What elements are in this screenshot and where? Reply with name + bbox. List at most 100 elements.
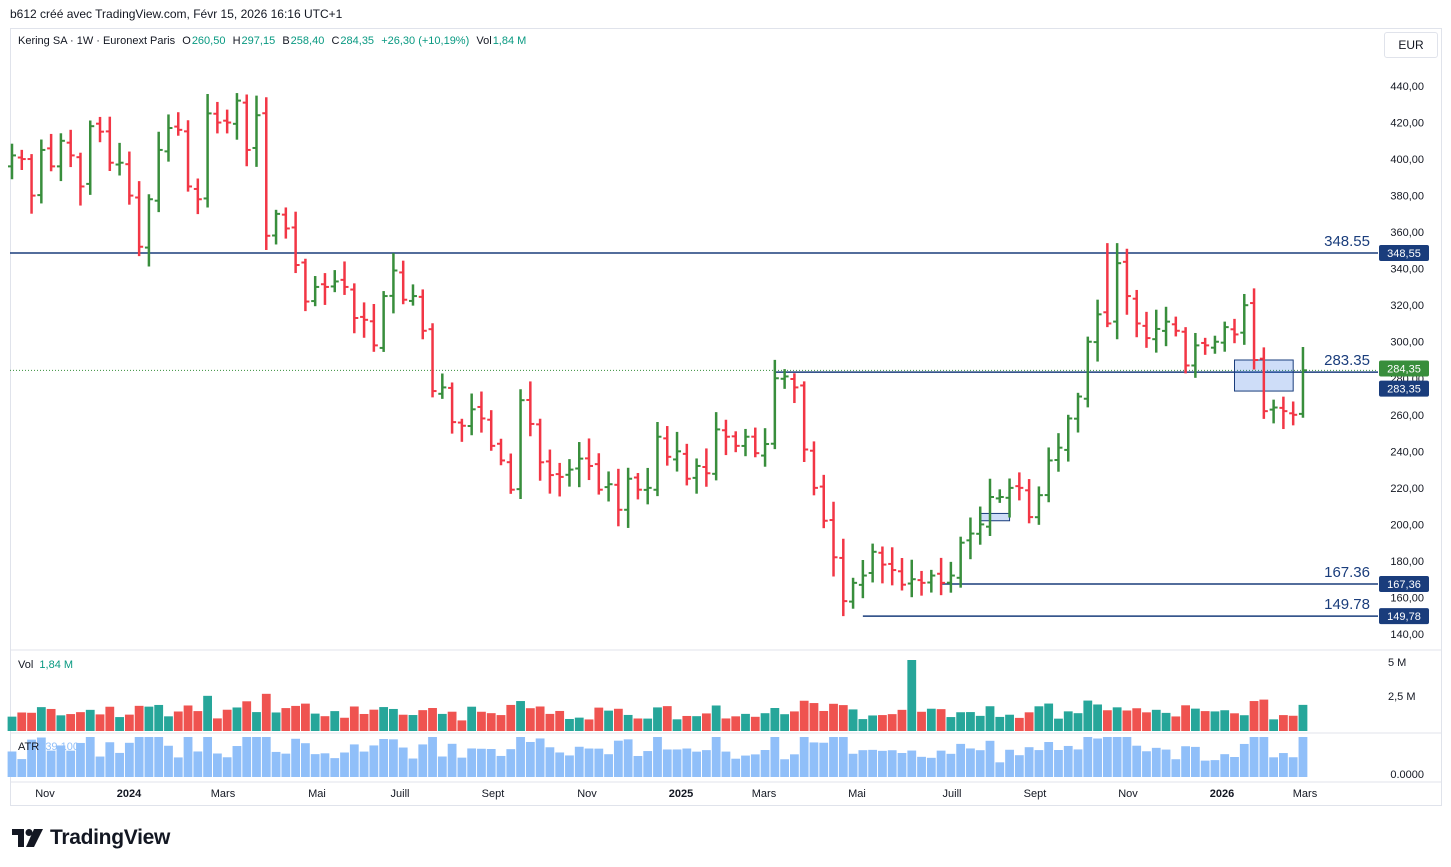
atr-bar <box>203 737 212 777</box>
ohlc-bar <box>868 543 877 583</box>
atr-bar <box>252 737 261 777</box>
volume-bar <box>936 709 946 731</box>
volume-bar <box>946 717 956 731</box>
ohlc-bar <box>692 458 701 494</box>
atr-bar <box>1054 750 1063 777</box>
ohlc-bar <box>809 441 818 496</box>
volume-bar <box>780 714 790 731</box>
atr-bar <box>27 739 36 777</box>
atr-bar <box>838 737 848 777</box>
level-lines-layer: 348.55 283.35 167.36 149.78 <box>10 233 1378 617</box>
volume-bar <box>330 711 340 731</box>
ohlc-bar <box>487 410 496 451</box>
atr-bar <box>516 737 525 777</box>
ohlc-bar <box>526 381 535 437</box>
ohlc-bar <box>1025 479 1034 524</box>
volume-bars-layer <box>7 660 1308 731</box>
ohlc-bar <box>428 323 437 398</box>
volume-bar <box>770 708 780 731</box>
volume-value: 1,84 M <box>492 35 527 47</box>
time-tick-label: 2024 <box>117 788 142 800</box>
atr-bar <box>1122 737 1132 777</box>
volume-tick-label: 2,5 M <box>1388 691 1416 703</box>
volume-bar <box>134 705 144 731</box>
atr-bar <box>721 751 731 777</box>
ohlc-bar <box>1142 311 1151 348</box>
ohlc-bar <box>389 253 398 314</box>
volume-bar <box>261 693 271 731</box>
atr-bar <box>1044 742 1054 777</box>
symbol-name[interactable]: Kering SA · 1W · Euronext Paris <box>18 35 176 47</box>
volume-bar <box>232 707 242 731</box>
ohlc-bar <box>448 382 457 434</box>
atr-bar <box>271 751 281 777</box>
volume-bar <box>95 714 105 731</box>
atr-bar <box>66 750 76 777</box>
volume-bar <box>653 707 662 731</box>
volume-bar <box>340 717 349 731</box>
atr-bar <box>389 739 398 777</box>
ohlc-bar <box>1152 309 1161 353</box>
volume-bar <box>242 701 252 731</box>
volume-bar <box>1093 704 1102 731</box>
ohlc-bar <box>1240 293 1249 345</box>
atr-bar <box>242 737 252 777</box>
atr-bar <box>359 751 369 777</box>
ohlc-bar <box>1044 447 1053 503</box>
ohlc-bar <box>8 143 16 180</box>
volume-bar <box>144 706 154 731</box>
ohlc-bar <box>223 109 232 134</box>
ohlc-bar <box>594 453 603 495</box>
price-tick-label: 160,00 <box>1390 592 1424 604</box>
volume-bar <box>477 711 486 731</box>
ohlc-bar <box>144 194 153 267</box>
atr-bar <box>164 745 173 777</box>
ohlc-bar <box>565 459 574 487</box>
atr-bar <box>85 737 95 777</box>
atr-bar <box>1239 743 1249 777</box>
ohlc-bar <box>1250 288 1259 370</box>
ohlc-bar <box>497 438 505 466</box>
atr-bar <box>917 756 926 777</box>
chart-frame[interactable] <box>10 28 1442 806</box>
ohlc-bar <box>1074 392 1083 433</box>
svg-text:284,35: 284,35 <box>1387 363 1421 375</box>
ohlc-bar <box>1230 318 1239 344</box>
volume-bar <box>926 708 936 731</box>
volume-bar <box>1220 710 1230 731</box>
time-tick-label: Sept <box>482 788 505 800</box>
change-value: +26,30 (+10,19%) <box>381 35 470 47</box>
atr-bar <box>1014 755 1024 777</box>
ohlc-bar <box>1103 243 1112 328</box>
volume-bar <box>966 712 975 731</box>
atr-bar <box>1190 746 1200 777</box>
ohlc-bar <box>702 448 711 487</box>
volume-bar <box>574 717 584 731</box>
open-value: 260,50 <box>191 35 226 47</box>
volume-bar <box>917 711 926 731</box>
ohlc-bar <box>1162 306 1171 347</box>
volume-pane-label: Vol <box>18 659 34 671</box>
ohlc-bar <box>164 114 173 162</box>
tradingview-logo[interactable]: TradingView <box>12 825 170 851</box>
ohlc-bar <box>761 428 770 467</box>
volume-bar <box>369 709 379 731</box>
volume-bar <box>790 711 799 731</box>
atr-bar <box>398 747 408 777</box>
last-price-axis-tag: 284,35 <box>1379 360 1429 377</box>
symbol-legend: Kering SA · 1W · Euronext Paris O260,50 … <box>18 35 527 47</box>
atr-bar <box>584 748 594 777</box>
atr-bar <box>1083 737 1093 777</box>
currency-selector[interactable]: EUR <box>1384 32 1438 58</box>
atr-bar <box>613 740 623 777</box>
ohlc-bar <box>800 381 809 462</box>
ohlc-bars-layer <box>8 93 1307 617</box>
volume-bar <box>1132 708 1142 731</box>
atr-bar <box>1249 737 1259 777</box>
volume-bar <box>447 711 457 731</box>
ohlc-bar <box>340 261 349 295</box>
atr-bar <box>819 742 829 777</box>
ohlc-bar <box>281 207 290 239</box>
ohlc-bar <box>330 270 339 293</box>
